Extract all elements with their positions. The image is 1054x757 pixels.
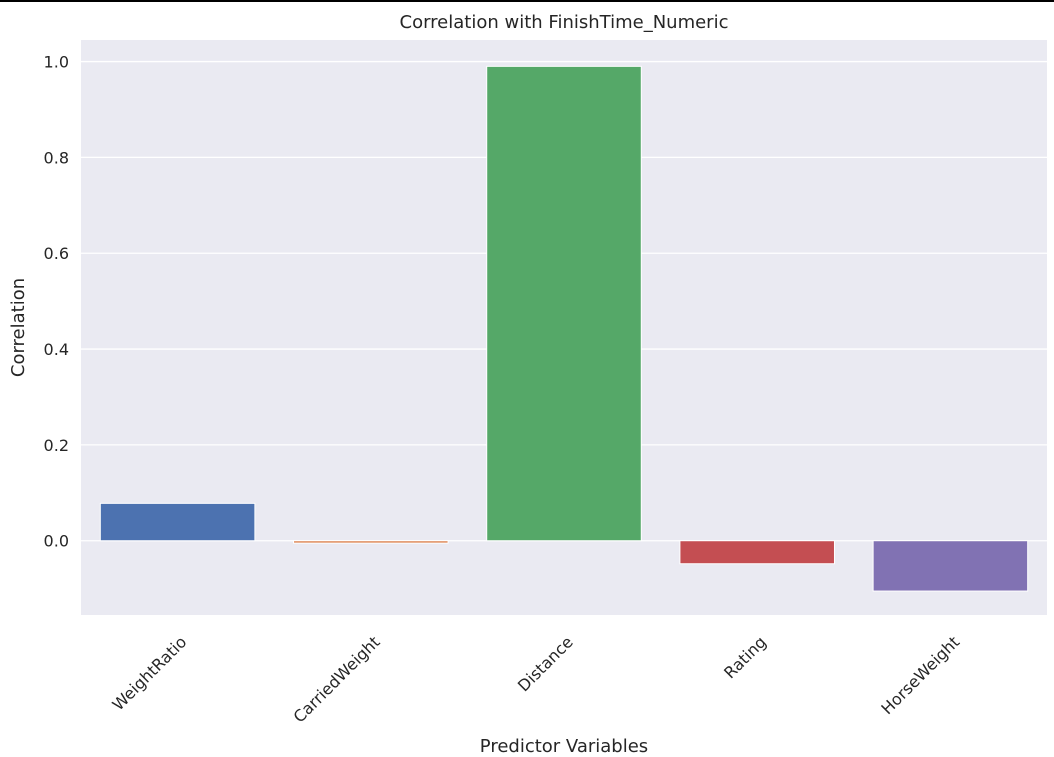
- y-tick-label: 0.2: [44, 436, 69, 455]
- x-tick-label-horseweight: HorseWeight: [877, 632, 963, 718]
- y-tick-label: 0.0: [44, 532, 69, 551]
- bar-weightratio: [99, 502, 256, 542]
- y-tick-labels: 0.0 0.2 0.4 0.6 0.8 1.0: [44, 53, 69, 551]
- y-axis-label: Correlation: [8, 278, 29, 377]
- bar-distance: [486, 65, 642, 542]
- bar-carriedweight: [293, 540, 449, 544]
- x-tick-labels: WeightRatio CarriedWeight Distance Rating Ho…: [109, 632, 964, 726]
- y-tick-label: 0.4: [44, 340, 69, 359]
- top-border: [0, 0, 1054, 2]
- x-tick-label-carriedweight: CarriedWeight: [290, 632, 384, 726]
- chart-title: Correlation with FinishTime_Numeric: [400, 12, 729, 33]
- bars: [99, 65, 1029, 592]
- x-tick-label-distance: Distance: [514, 632, 577, 695]
- y-tick-label: 0.6: [44, 244, 69, 263]
- y-tick-label: 0.8: [44, 148, 69, 167]
- x-axis-label: Predictor Variables: [480, 736, 648, 757]
- y-tick-label: 1.0: [44, 53, 69, 72]
- x-tick-label-weightratio: WeightRatio: [109, 632, 191, 714]
- bar-horseweight: [872, 540, 1029, 592]
- bar-rating: [679, 540, 835, 565]
- x-tick-label-rating: Rating: [720, 632, 770, 682]
